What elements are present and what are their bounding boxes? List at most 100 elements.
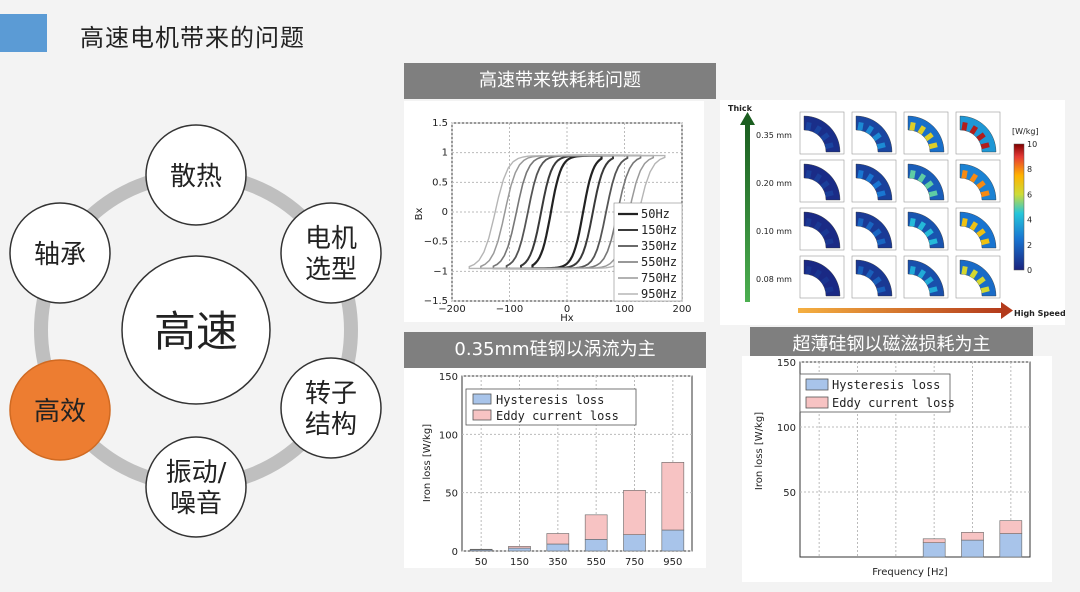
hyst-legend-950Hz: 950Hz [641, 287, 677, 301]
node-efficiency: 高效 [9, 359, 111, 461]
hyst-ytick: −1 [433, 266, 448, 277]
bar-ytick: 0 [452, 547, 458, 558]
hyst-ytick: 0.5 [432, 177, 448, 188]
heatmap-row-label: 0.35 mm [756, 131, 792, 140]
hyst-legend-550Hz: 550Hz [641, 255, 677, 269]
bar-xtick: 150 [510, 557, 529, 568]
bar-xtick: 50 [475, 557, 488, 568]
bar-ytick: 50 [445, 489, 458, 500]
heatmap-row-label: 0.20 mm [756, 179, 792, 188]
bar-eddy [922, 538, 946, 544]
bar-eddy [961, 532, 984, 541]
banner-eddy: 0.35mm硅钢以涡流为主 [404, 332, 706, 368]
node-heat-label: 散热 [170, 162, 222, 192]
bar-eddy [584, 514, 608, 540]
bar-xtick: 950 [663, 557, 682, 568]
node-motor-label-1: 电机 [305, 224, 357, 254]
hyst-ytick: 1.5 [432, 118, 448, 129]
legend-hysteresis-2: Hysteresis loss [832, 378, 940, 392]
bar-hyst-xlabel: Frequency [Hz] [872, 567, 948, 578]
page-title: 高速电机带来的问题 [80, 24, 305, 52]
center-node: 高速 [121, 255, 271, 405]
center-node-label: 高速 [154, 307, 238, 356]
heatmap-cell [903, 111, 949, 155]
colorbar-tick: 8 [1027, 165, 1032, 174]
hysteresis-panel: −200 −100 0 100 200 1.5 1 0.5 0 −0.5 −1 −1.5 Hx Bx … [404, 101, 704, 322]
bar-hysteresis [999, 533, 1023, 558]
bar-hysteresis [584, 539, 608, 552]
heatmap-cell [851, 159, 897, 203]
hyst-legend-350Hz: 350Hz [641, 239, 677, 253]
hyst-ytick: −0.5 [424, 237, 448, 248]
bar-xtick: 750 [625, 557, 644, 568]
hyst-ytick: 1 [442, 148, 448, 159]
node-vibration-label-1: 振动/ [166, 458, 227, 488]
colorbar-unit: [W/kg] [1012, 127, 1039, 136]
bar-xtick: 350 [548, 557, 567, 568]
bar-hysteresis [661, 529, 685, 552]
colorbar-tick: 10 [1027, 140, 1037, 149]
node-efficiency-label: 高效 [34, 397, 86, 427]
node-rotor-label-1: 转子 [305, 379, 357, 409]
bar-chart-eddy: 150 100 50 0 50 150 350 550 750 950 Iron loss [W/… [422, 372, 693, 568]
bar-ytick: 100 [777, 423, 796, 434]
colorbar-tick: 0 [1027, 266, 1032, 275]
heatmap-row-label: 0.08 mm [756, 275, 792, 284]
heatmap-cell [799, 207, 845, 251]
colorbar-tick: 2 [1027, 241, 1032, 250]
banner-iron-loss: 高速带来铁耗耗问题 [404, 63, 716, 99]
bar-panel-eddy: 150 100 50 0 50 150 350 550 750 950 Iron loss [W/… [404, 368, 706, 568]
hyst-legend-750Hz: 750Hz [641, 271, 677, 285]
thick-arrow [745, 124, 750, 302]
bar-hyst-legend: Hysteresis loss Eddy current loss [799, 373, 955, 413]
heatmap-cell [903, 207, 949, 251]
heatmap-chart: Thick High Speed 0.35 mm 0.20 mm 0.10 mm 0.… [728, 104, 1065, 319]
bar-hysteresis [623, 534, 646, 552]
colorbar [1013, 143, 1025, 271]
node-heat: 散热 [145, 124, 247, 226]
hyst-ytick: −1.5 [424, 296, 448, 307]
bar-eddy [508, 546, 531, 549]
bar-xtick: 550 [587, 557, 606, 568]
bar-ytick: 100 [439, 430, 458, 441]
bar-eddy [999, 520, 1023, 534]
hyst-xtick: 200 [672, 304, 691, 315]
speed-label: High Speed [1014, 309, 1065, 318]
hyst-xtick: −200 [438, 304, 465, 315]
heatmap-cell [799, 159, 845, 203]
speed-arrow [798, 308, 1003, 313]
bar-eddy [661, 462, 685, 531]
bar-hyst-ylabel: Iron loss [W/kg] [754, 412, 765, 490]
heatmap-cell [955, 255, 1001, 299]
bar-ytick: 50 [783, 488, 796, 499]
heatmap-cell [955, 159, 1001, 203]
bar-panel-hysteresis: 150 100 50 Iron loss [W/kg] Frequency [Hz]… [742, 356, 1052, 582]
hyst-xtick: 0 [564, 304, 570, 315]
hyst-legend-150Hz: 150Hz [641, 223, 677, 237]
colorbar-tick: 6 [1027, 190, 1032, 199]
node-bearing: 轴承 [9, 202, 111, 304]
title-accent-bar [0, 14, 47, 52]
bar-hysteresis [546, 543, 570, 552]
hysteresis-ylabel: Bx [414, 208, 425, 221]
node-motor-label-2: 选型 [305, 255, 357, 285]
heatmap-cell [903, 255, 949, 299]
issue-cycle-diagram: 高速 散热 电机 选型 转子 结构 振动/ 噪音 高效 轴承 [9, 124, 382, 538]
hyst-loop-950Hz [468, 154, 666, 270]
legend-eddy-1: Eddy current loss [496, 409, 619, 423]
heatmap-cell [955, 111, 1001, 155]
heatmap-row-label: 0.10 mm [756, 227, 792, 236]
bar-chart-hysteresis: 150 100 50 Iron loss [W/kg] Frequency [Hz]… [754, 358, 1031, 578]
legend-eddy-2: Eddy current loss [832, 396, 955, 410]
bar-hysteresis [922, 542, 946, 558]
heatmap-panel: Thick High Speed 0.35 mm 0.20 mm 0.10 mm 0.… [720, 100, 1065, 325]
bar-eddy [469, 548, 493, 551]
node-rotor-label-2: 结构 [305, 410, 357, 440]
hyst-legend-box [613, 202, 683, 302]
speed-arrow-head [1001, 302, 1013, 319]
hyst-ytick: 0 [442, 207, 448, 218]
bar-hysteresis [508, 547, 531, 552]
node-vibration-label-2: 噪音 [170, 489, 222, 519]
node-rotor: 转子 结构 [280, 357, 382, 459]
